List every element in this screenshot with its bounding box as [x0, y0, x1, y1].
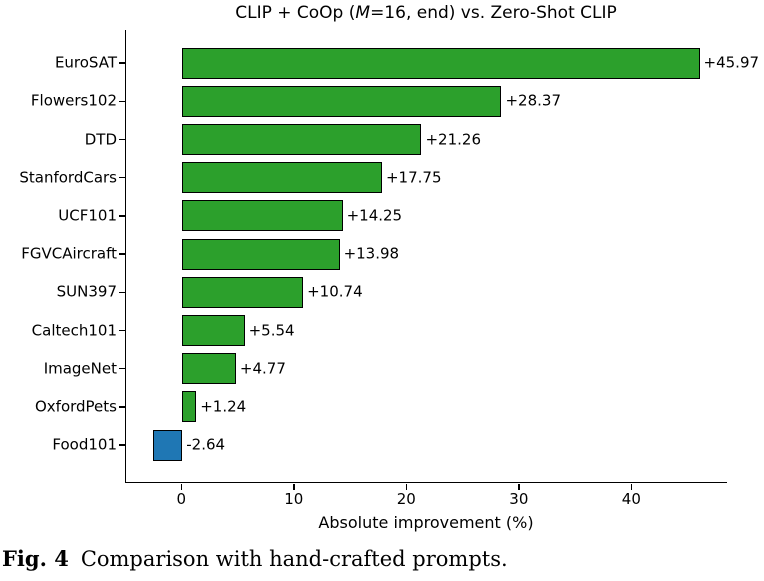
x-tick-label: 40: [621, 490, 641, 508]
bar-value-label: +28.37: [505, 91, 561, 110]
bar-caltech101: [182, 315, 245, 346]
y-tick-label: EuroSAT: [54, 53, 117, 72]
bar-value-label: +4.77: [239, 359, 286, 378]
x-tick-mark: [630, 484, 633, 490]
bar-flowers102: [182, 85, 502, 117]
y-tick-mark: [119, 367, 125, 370]
bar-food101: [152, 429, 183, 461]
bar-value-label: +21.26: [425, 130, 481, 148]
bar-value-label: +10.74: [307, 282, 363, 301]
bar-sun397: [182, 276, 304, 308]
y-tick-mark: [119, 291, 125, 294]
y-tick-label: ImageNet: [43, 359, 117, 378]
plot-area: +45.97 +28.37 +21.26 +17.75 +14.25 +13.98 +10.…: [125, 30, 759, 483]
y-tick-label: DTD: [84, 130, 117, 148]
y-tick-label: Caltech101: [31, 321, 117, 339]
y-tick-label: UCF101: [58, 206, 117, 225]
bar-fgvcaircraft: [182, 238, 340, 270]
figure-caption: Fig. 4 Comparison with hand-crafted promp…: [2, 546, 762, 571]
x-tick-mark: [293, 484, 295, 490]
x-tick-label: 30: [509, 490, 529, 508]
bar-oxfordpets: [182, 391, 197, 423]
bar-value-label: +17.75: [385, 168, 442, 187]
figure-caption-number: Fig. 4: [2, 546, 69, 571]
chart-title-math-m: M: [355, 3, 371, 23]
chart-title-prefix: CLIP + CoOp (: [235, 3, 356, 23]
x-tick-mark: [405, 484, 408, 490]
bar-value-label: +45.97: [703, 53, 760, 72]
bar-stanfordcars: [182, 162, 382, 194]
x-axis-label: Absolute improvement (%): [318, 513, 534, 532]
y-tick-mark: [119, 253, 125, 255]
x-tick-mark: [180, 484, 182, 490]
chart-title-suffix: =16, end) vs. Zero-Shot CLIP: [370, 3, 617, 23]
y-tick-mark: [119, 62, 125, 64]
bar-eurosat: [182, 47, 700, 79]
y-tick-label: StanfordCars: [19, 168, 117, 187]
y-tick-label: SUN397: [56, 282, 117, 301]
y-tick-label: Food101: [52, 435, 117, 454]
x-tick-mark: [518, 484, 520, 490]
y-tick-mark: [119, 100, 125, 103]
chart-title: CLIP + CoOp (M=16, end) vs. Zero-Shot CL…: [125, 3, 727, 23]
x-tick-label: 20: [396, 490, 416, 508]
y-tick-mark: [119, 406, 125, 408]
y-tick-label: OxfordPets: [34, 397, 117, 416]
y-tick-mark: [119, 215, 125, 217]
y-tick-label: FGVCAircraft: [21, 244, 117, 263]
bar-value-label: +5.54: [248, 321, 295, 339]
bar-imagenet: [182, 353, 236, 385]
figure-caption-text: Comparison with hand-crafted prompts.: [80, 547, 508, 571]
bar-value-label: +14.25: [346, 206, 403, 225]
x-tick-label: 10: [284, 490, 304, 508]
bar-value-label: +1.24: [200, 397, 247, 416]
x-tick-label: 0: [176, 490, 187, 508]
bar-value-label: +13.98: [343, 244, 400, 263]
y-tick-mark: [119, 329, 125, 332]
y-tick-label: Flowers102: [30, 91, 117, 110]
bar-value-label: -2.64: [186, 435, 226, 454]
y-tick-mark: [119, 138, 125, 141]
bar-dtd: [182, 124, 422, 155]
y-tick-mark: [119, 444, 125, 446]
bar-ucf101: [182, 200, 343, 232]
y-tick-mark: [119, 176, 125, 179]
